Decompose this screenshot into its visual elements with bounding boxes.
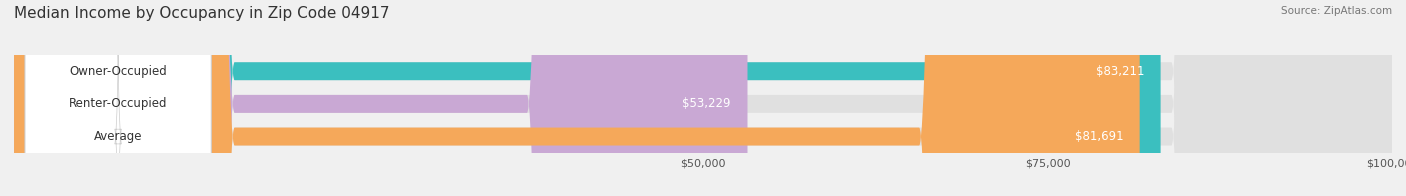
- Text: Source: ZipAtlas.com: Source: ZipAtlas.com: [1281, 6, 1392, 16]
- FancyBboxPatch shape: [14, 0, 1392, 196]
- Text: $53,229: $53,229: [682, 97, 731, 110]
- FancyBboxPatch shape: [14, 0, 1140, 196]
- Text: $81,691: $81,691: [1074, 130, 1123, 143]
- FancyBboxPatch shape: [14, 0, 1392, 196]
- Text: Owner-Occupied: Owner-Occupied: [69, 65, 167, 78]
- FancyBboxPatch shape: [14, 0, 748, 196]
- Text: Median Income by Occupancy in Zip Code 04917: Median Income by Occupancy in Zip Code 0…: [14, 6, 389, 21]
- FancyBboxPatch shape: [25, 0, 211, 196]
- Text: Average: Average: [94, 130, 142, 143]
- FancyBboxPatch shape: [14, 0, 1160, 196]
- FancyBboxPatch shape: [25, 0, 211, 196]
- Text: Renter-Occupied: Renter-Occupied: [69, 97, 167, 110]
- FancyBboxPatch shape: [14, 0, 1392, 196]
- FancyBboxPatch shape: [25, 0, 211, 196]
- Text: $83,211: $83,211: [1095, 65, 1144, 78]
